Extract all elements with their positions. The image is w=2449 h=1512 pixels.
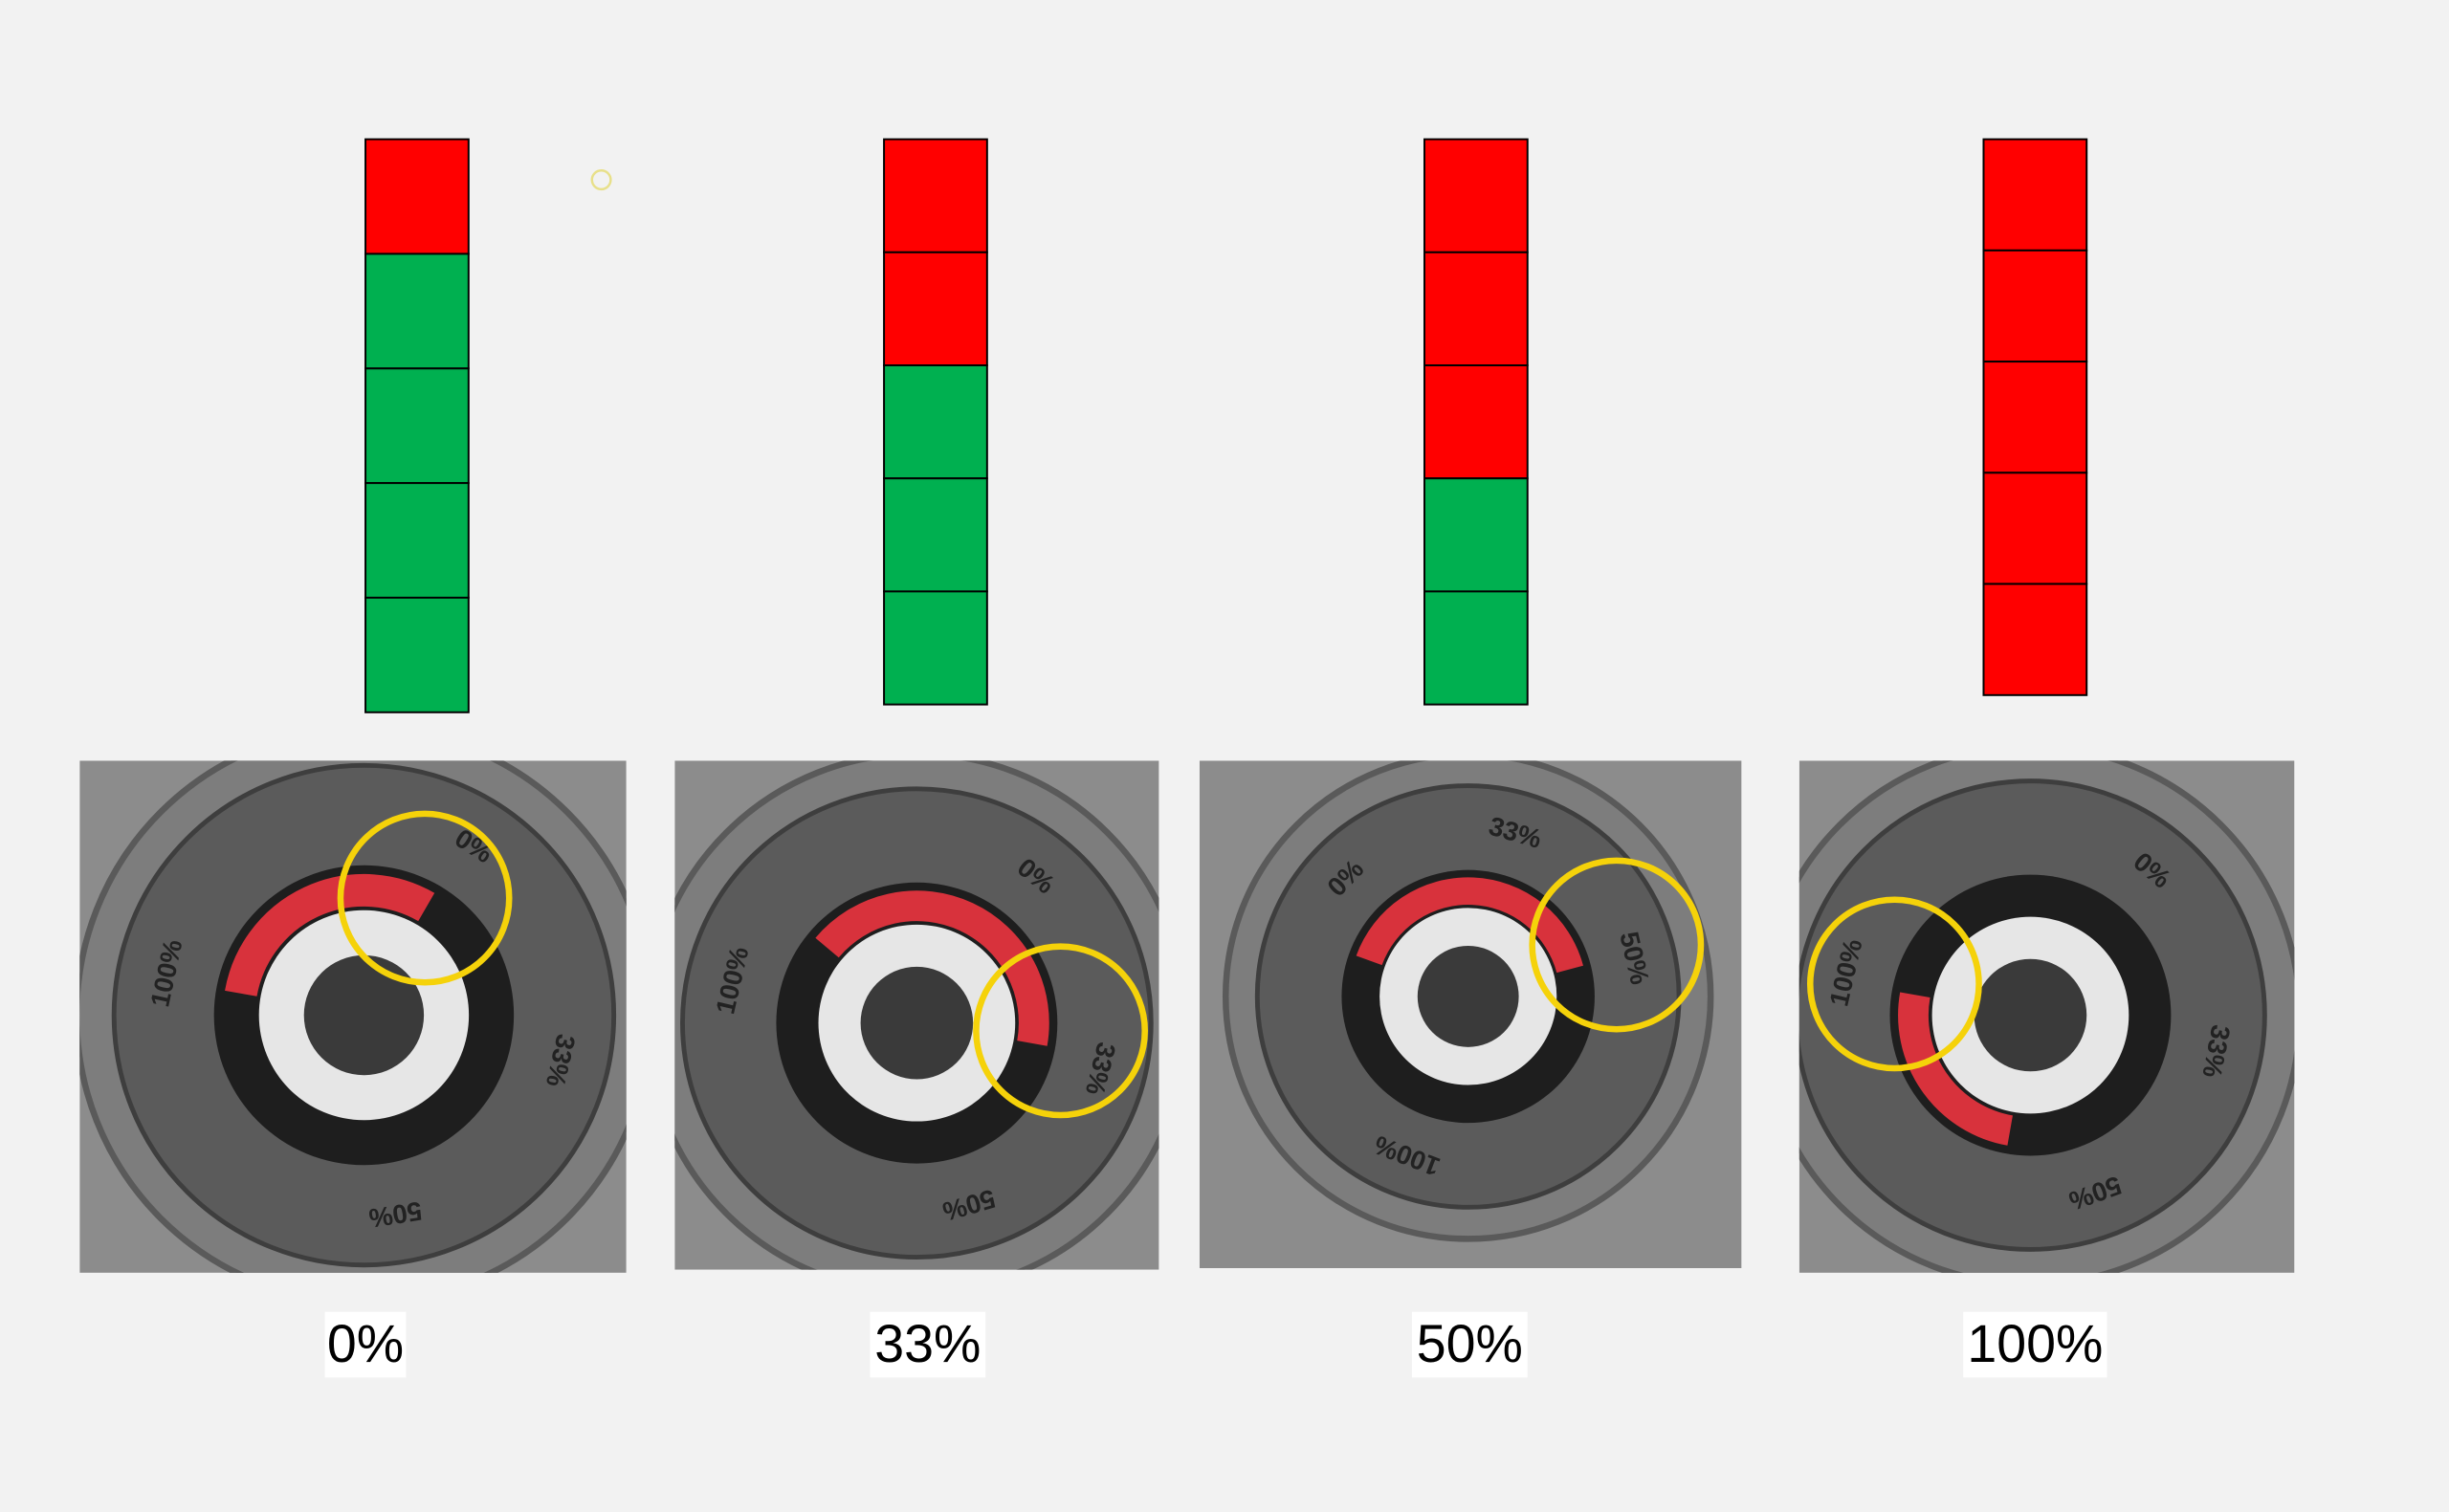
panel: 0%33%50%100% 33%	[674, 138, 1159, 1378]
caption-bg	[1963, 1311, 2107, 1378]
caption-bg	[1411, 1311, 1528, 1378]
green-cell	[883, 590, 988, 706]
green-cell	[364, 596, 470, 713]
photo: 0%33%50%100%	[674, 760, 1159, 1270]
red-cell	[1982, 138, 2088, 252]
red-cell	[1423, 138, 1529, 253]
caption: 50%	[1417, 1314, 1523, 1373]
highlight-circle	[337, 810, 513, 986]
panel: 0%33%50%100% 0%	[79, 138, 627, 1378]
red-indicator	[1356, 877, 1583, 974]
caption: 33%	[874, 1314, 981, 1373]
caption: 100%	[1967, 1314, 2103, 1373]
red-cell	[364, 138, 470, 255]
red-cell	[1982, 471, 2088, 585]
caption-bg	[324, 1311, 407, 1378]
green-cell	[883, 364, 988, 480]
red-cell	[1423, 251, 1529, 366]
red-cell	[883, 138, 988, 253]
caption-bg	[870, 1311, 986, 1378]
red-cell	[1423, 364, 1529, 480]
green-cell	[364, 482, 470, 599]
red-cell	[1982, 361, 2088, 474]
green-cell	[1423, 590, 1529, 706]
panel: 0%33%50%100% 100%	[1798, 138, 2295, 1378]
red-cell	[883, 251, 988, 366]
photo: 0%33%50%100%	[1199, 760, 1742, 1269]
panel: 0%33%50%100% 50%	[1199, 138, 1742, 1378]
highlight-circle	[1806, 896, 1982, 1072]
highlight-circle	[973, 943, 1148, 1119]
red-indicator	[225, 873, 435, 997]
cursor-mark	[590, 169, 612, 191]
photo: 0%33%50%100%	[1798, 760, 2295, 1273]
caption: 0%	[327, 1314, 404, 1373]
green-cell	[1423, 477, 1529, 593]
red-indicator	[1898, 992, 2014, 1146]
green-cell	[364, 252, 470, 370]
green-cell	[883, 477, 988, 593]
bore	[1417, 946, 1519, 1047]
red-indicator	[815, 890, 1049, 1046]
highlight-circle	[1529, 857, 1705, 1033]
photo: 0%33%50%100%	[79, 760, 627, 1273]
green-cell	[364, 367, 470, 485]
red-cell	[1982, 582, 2088, 696]
bore	[1974, 958, 2087, 1072]
bore	[303, 954, 425, 1076]
bore	[860, 966, 974, 1080]
red-cell	[1982, 249, 2088, 363]
